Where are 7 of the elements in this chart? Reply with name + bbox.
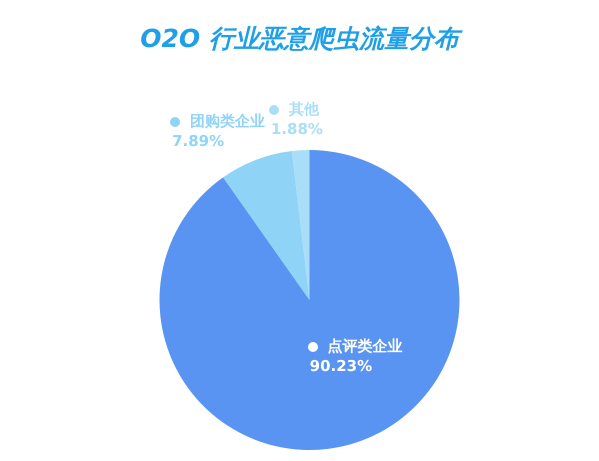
data-label: 7.89%	[172, 132, 224, 150]
data-label: 90.23%	[310, 357, 372, 376]
chart-title: O2O 行业恶意爬虫流量分布	[139, 23, 464, 55]
legend-label: 其他	[288, 100, 320, 118]
slice-label: 点评类企业	[328, 337, 403, 356]
legend-label: 团购类企业	[190, 112, 266, 130]
data-label: 1.88%	[270, 120, 323, 138]
